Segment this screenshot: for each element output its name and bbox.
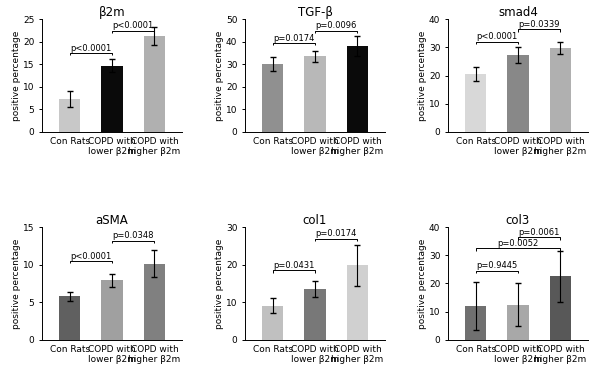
Bar: [508, 55, 529, 132]
Y-axis label: positive percentage: positive percentage: [215, 30, 224, 121]
Title: TGF-β: TGF-β: [298, 6, 332, 19]
Bar: [304, 289, 326, 340]
Text: p=0.9445: p=0.9445: [476, 261, 517, 271]
Y-axis label: positive percentage: positive percentage: [418, 30, 427, 121]
Bar: [465, 306, 486, 340]
Bar: [262, 306, 283, 340]
Text: p=0.0096: p=0.0096: [316, 21, 357, 30]
Text: p<0.0001: p<0.0001: [113, 21, 154, 30]
Text: p=0.0348: p=0.0348: [112, 232, 154, 240]
Bar: [508, 305, 529, 340]
Bar: [144, 36, 165, 132]
Bar: [550, 276, 571, 340]
Bar: [304, 56, 326, 132]
Bar: [550, 48, 571, 132]
Text: p=0.0174: p=0.0174: [316, 229, 357, 238]
Title: β2m: β2m: [98, 6, 125, 19]
Bar: [465, 74, 486, 132]
Bar: [347, 46, 368, 132]
Bar: [59, 296, 80, 340]
Bar: [101, 281, 122, 340]
Y-axis label: positive percentage: positive percentage: [13, 30, 22, 121]
Y-axis label: positive percentage: positive percentage: [13, 238, 22, 328]
Text: p=0.0174: p=0.0174: [273, 34, 314, 42]
Text: p<0.0001: p<0.0001: [476, 32, 517, 41]
Text: p<0.0001: p<0.0001: [70, 44, 112, 52]
Text: p<0.0001: p<0.0001: [70, 252, 112, 261]
Text: p=0.0431: p=0.0431: [273, 261, 314, 270]
Title: aSMA: aSMA: [95, 214, 128, 227]
Text: p=0.0339: p=0.0339: [518, 20, 560, 29]
Bar: [347, 266, 368, 340]
Title: col3: col3: [506, 214, 530, 227]
Text: p=0.0052: p=0.0052: [497, 239, 539, 248]
Text: p=0.0061: p=0.0061: [518, 228, 560, 237]
Bar: [262, 64, 283, 132]
Bar: [59, 99, 80, 132]
Bar: [101, 66, 122, 132]
Y-axis label: positive percentage: positive percentage: [418, 238, 427, 328]
Bar: [144, 264, 165, 340]
Title: col1: col1: [303, 214, 327, 227]
Y-axis label: positive percentage: positive percentage: [215, 238, 224, 328]
Title: smad4: smad4: [498, 6, 538, 19]
